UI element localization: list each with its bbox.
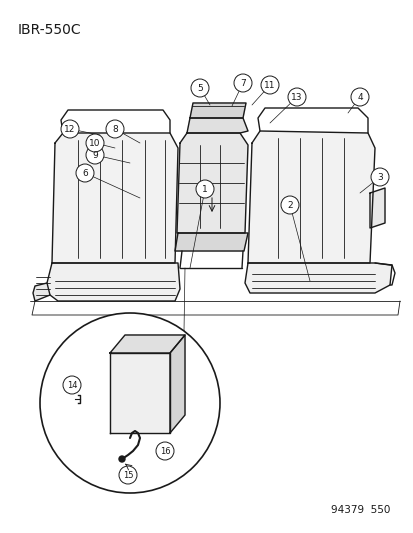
Polygon shape [33, 283, 50, 301]
Text: 7: 7 [240, 78, 245, 87]
Circle shape [86, 134, 104, 152]
Circle shape [260, 76, 278, 94]
Circle shape [63, 376, 81, 394]
Text: 13: 13 [291, 93, 302, 101]
Text: 8: 8 [112, 125, 118, 133]
Text: 9: 9 [92, 150, 97, 159]
Text: 3: 3 [376, 173, 382, 182]
Text: 6: 6 [82, 168, 88, 177]
Polygon shape [247, 131, 374, 263]
Text: 94379  550: 94379 550 [330, 505, 389, 515]
Text: 2: 2 [287, 200, 292, 209]
Circle shape [86, 146, 104, 164]
Polygon shape [244, 263, 391, 293]
Text: 11: 11 [263, 80, 275, 90]
Polygon shape [110, 353, 170, 433]
Circle shape [40, 313, 219, 493]
Circle shape [76, 164, 94, 182]
Circle shape [156, 442, 173, 460]
Circle shape [106, 120, 124, 138]
Circle shape [119, 456, 125, 462]
Circle shape [280, 196, 298, 214]
Polygon shape [110, 335, 185, 353]
Text: 10: 10 [89, 139, 100, 148]
Text: IBR-550C: IBR-550C [18, 23, 81, 37]
Polygon shape [47, 263, 180, 301]
Polygon shape [187, 118, 247, 133]
Circle shape [370, 168, 388, 186]
Polygon shape [170, 335, 185, 433]
Polygon shape [369, 188, 384, 228]
Text: 1: 1 [202, 184, 207, 193]
Circle shape [195, 180, 214, 198]
Text: 12: 12 [64, 125, 76, 133]
Text: 4: 4 [356, 93, 362, 101]
Circle shape [61, 120, 79, 138]
Circle shape [190, 79, 209, 97]
Circle shape [287, 88, 305, 106]
Circle shape [233, 74, 252, 92]
Text: 16: 16 [159, 447, 170, 456]
Polygon shape [177, 133, 247, 233]
Polygon shape [52, 133, 178, 263]
Text: 5: 5 [197, 84, 202, 93]
Circle shape [119, 466, 137, 484]
Polygon shape [175, 233, 247, 251]
Circle shape [350, 88, 368, 106]
Text: 15: 15 [122, 471, 133, 480]
Polygon shape [190, 103, 245, 118]
Text: 14: 14 [66, 381, 77, 390]
